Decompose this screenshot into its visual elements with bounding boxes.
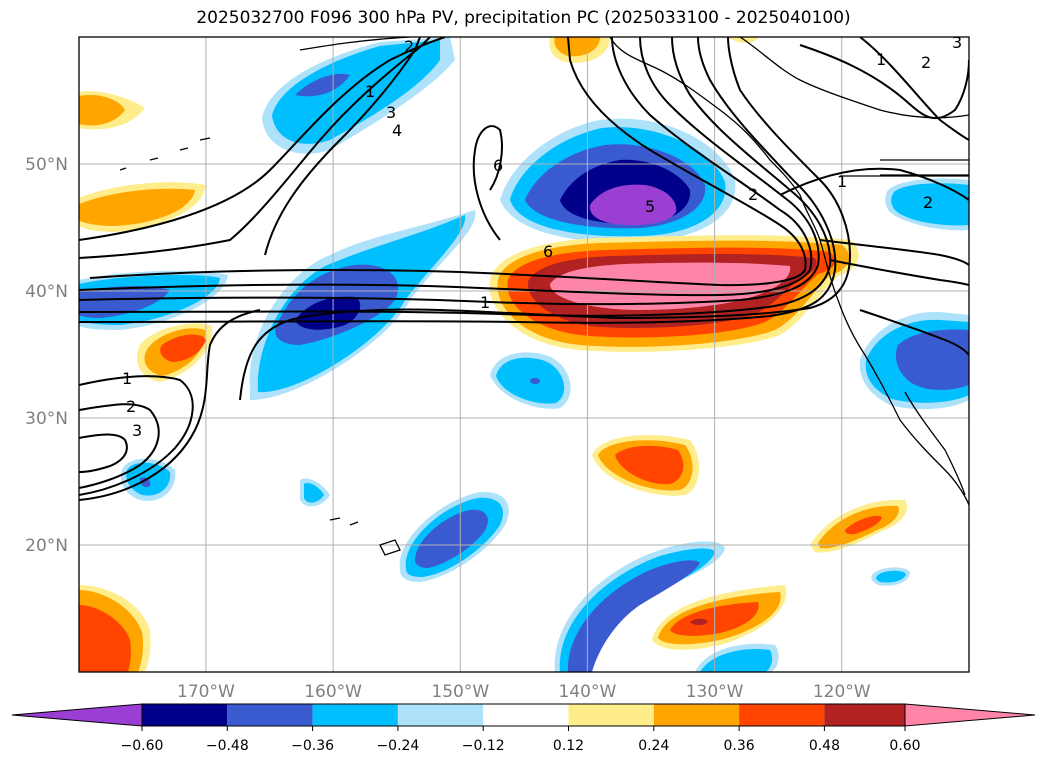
lat-tick-label: 30°N (25, 409, 68, 429)
negative-anomaly-small (120, 352, 910, 672)
map-title: 2025032700 F096 300 hPa PV, precipitatio… (196, 8, 851, 28)
colorbar-segment (227, 704, 313, 726)
pv-contour-label: 1 (480, 293, 490, 312)
colorbar-label: 0.12 (553, 738, 584, 754)
precipitation-field (79, 37, 969, 672)
colorbar-label: 0.60 (889, 738, 920, 754)
negative-anomaly-central-pacific (249, 210, 476, 400)
pv-contour-label-group: 1 2 3 4 5 6 2 1 6 1 2 3 1 2 3 1 2 (122, 33, 962, 440)
pv-contour-label: 2 (748, 185, 758, 204)
positive-anomaly-north (549, 37, 758, 63)
colorbar-label: 0.36 (724, 738, 755, 754)
colorbar-segment (483, 704, 569, 726)
colorbar-segment (824, 704, 905, 726)
colorbar-label: −0.12 (462, 738, 505, 754)
pv-contour-label: 3 (132, 421, 142, 440)
pv-contour-label: 2 (126, 397, 136, 416)
colorbar-segment (142, 704, 228, 726)
colorbar-label: −0.48 (206, 738, 249, 754)
colorbar-frame (141, 703, 906, 727)
pv-contour-label: 2 (923, 193, 933, 212)
pv-contours (79, 37, 969, 501)
graticule (79, 37, 969, 672)
lon-tick-label: 120°W (813, 682, 871, 702)
pv-contour-label: 1 (837, 172, 847, 191)
colorbar: −0.60 −0.48 −0.36 −0.24 −0.12 0.12 0.24 … (11, 703, 1036, 754)
lat-tick-label: 40°N (25, 282, 68, 302)
positive-anomaly-west (79, 91, 213, 382)
lon-tick-label: 140°W (559, 682, 617, 702)
pv-contour-label: 4 (392, 121, 402, 140)
lat-axis: 20°N 30°N 40°N 50°N (25, 155, 68, 556)
negative-anomaly-bc (885, 178, 969, 231)
pv-contour-label: 1 (365, 82, 375, 101)
pv-contour-label: 2 (404, 37, 414, 56)
colorbar-segment (653, 704, 740, 726)
lon-tick-label: 160°W (304, 682, 362, 702)
pv-contour-label: 5 (645, 197, 655, 216)
negative-anomaly-aleutian (262, 37, 455, 154)
pv-contour-label: 3 (386, 103, 396, 122)
colorbar-segment (312, 704, 398, 726)
colorbar-label: −0.60 (121, 738, 164, 754)
pv-contour-label: 1 (876, 50, 886, 69)
lat-tick-label: 50°N (25, 155, 68, 175)
pv-contour-label: 6 (543, 242, 553, 261)
colorbar-extend-low (11, 703, 143, 727)
lon-tick-label: 130°W (686, 682, 744, 702)
colorbar-segment (397, 704, 484, 726)
pv-contour-label: 6 (493, 156, 503, 175)
negative-anomaly-west-coast (859, 311, 969, 410)
lon-tick-label: 150°W (431, 682, 489, 702)
positive-anomaly-south (79, 435, 908, 672)
pv-contour-label: 1 (122, 369, 132, 388)
lat-tick-label: 20°N (25, 536, 68, 556)
negative-anomaly-gulf-alaska (500, 118, 736, 243)
pv-contour-label: 2 (921, 53, 931, 72)
colorbar-label: −0.24 (376, 738, 419, 754)
colorbar-segment (739, 704, 825, 726)
lon-axis: 170°W 160°W 150°W 140°W 130°W 120°W (177, 682, 871, 702)
map-frame (78, 36, 970, 673)
colorbar-extend-high (904, 703, 1036, 727)
colorbar-segment (568, 704, 654, 726)
pv-contour-label: 3 (952, 33, 962, 52)
colorbar-label: 0.24 (638, 738, 669, 754)
colorbar-label: −0.36 (291, 738, 334, 754)
colorbar-label: 0.48 (809, 738, 840, 754)
lon-tick-label: 170°W (177, 682, 235, 702)
